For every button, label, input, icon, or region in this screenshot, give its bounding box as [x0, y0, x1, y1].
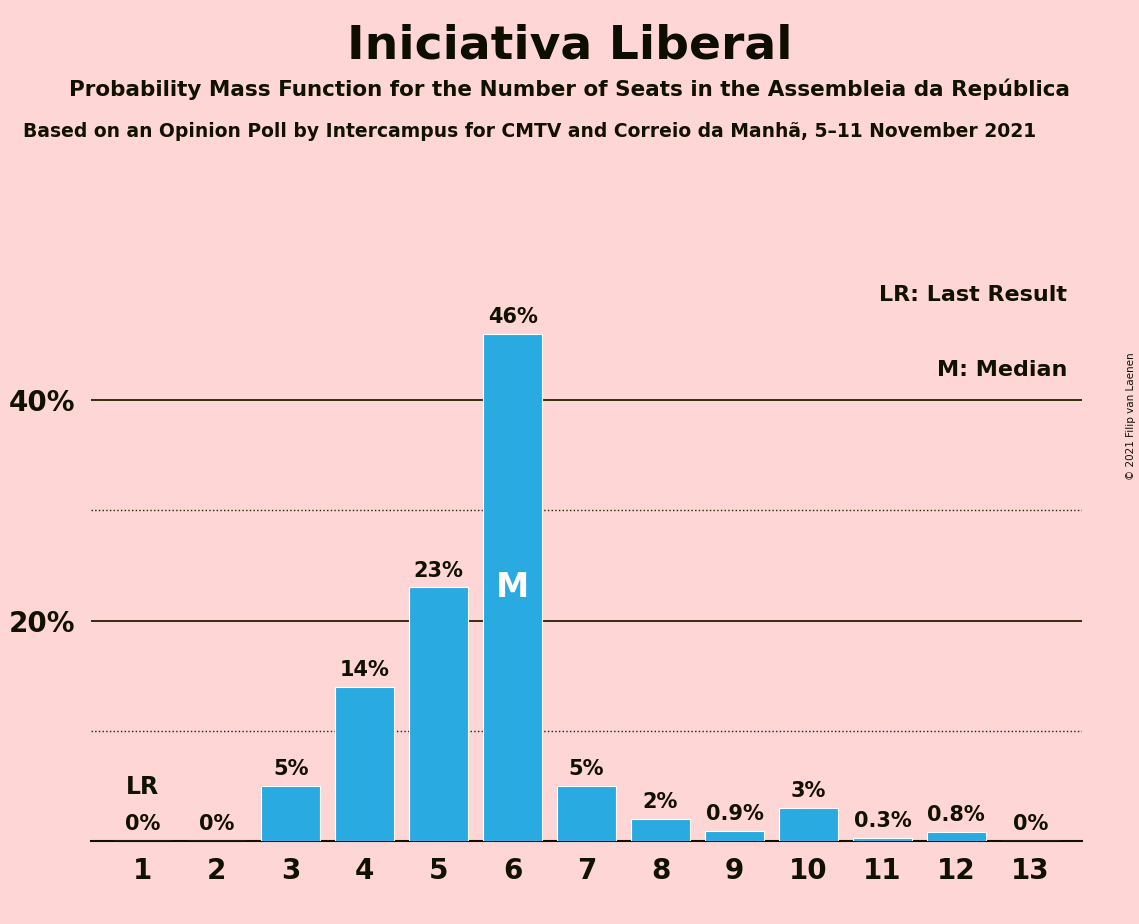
Bar [705, 831, 764, 841]
Text: 0.9%: 0.9% [705, 804, 763, 824]
Bar [779, 808, 838, 841]
Bar [409, 588, 468, 841]
Text: 46%: 46% [487, 308, 538, 327]
Text: 0%: 0% [199, 814, 235, 834]
Text: 0.3%: 0.3% [853, 811, 911, 831]
Text: LR: Last Result: LR: Last Result [879, 286, 1067, 305]
Text: 3%: 3% [790, 781, 826, 801]
Bar [557, 785, 616, 841]
Bar [631, 819, 690, 841]
Text: 5%: 5% [568, 760, 605, 779]
Bar [927, 832, 986, 841]
Text: 5%: 5% [273, 760, 309, 779]
Text: 0%: 0% [1013, 814, 1048, 834]
Bar [261, 785, 320, 841]
Bar [483, 334, 542, 841]
Text: 14%: 14% [339, 660, 390, 680]
Text: 23%: 23% [413, 561, 464, 581]
Text: LR: LR [126, 775, 159, 799]
Text: M: Median: M: Median [936, 359, 1067, 380]
Text: Probability Mass Function for the Number of Seats in the Assembleia da República: Probability Mass Function for the Number… [69, 79, 1070, 100]
Bar [853, 837, 912, 841]
Text: 2%: 2% [642, 792, 678, 812]
Text: Iniciativa Liberal: Iniciativa Liberal [346, 23, 793, 68]
Text: 0.8%: 0.8% [927, 806, 985, 825]
Text: M: M [495, 571, 530, 604]
Bar [335, 687, 394, 841]
Text: 0%: 0% [125, 814, 161, 834]
Text: Based on an Opinion Poll by Intercampus for CMTV and Correio da Manhã, 5–11 Nove: Based on an Opinion Poll by Intercampus … [23, 122, 1035, 141]
Text: © 2021 Filip van Laenen: © 2021 Filip van Laenen [1126, 352, 1136, 480]
